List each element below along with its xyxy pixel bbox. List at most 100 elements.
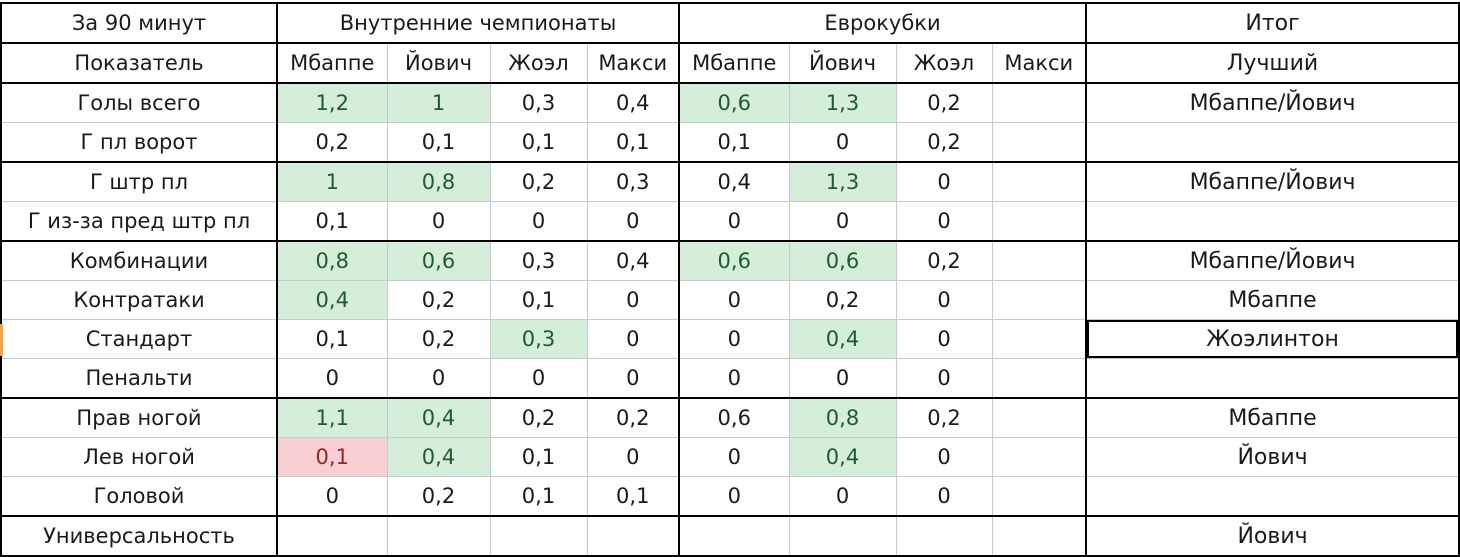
euro-value-cell[interactable]: 0 <box>788 122 897 163</box>
domestic-value-cell[interactable]: 0 <box>586 358 680 399</box>
domestic-value-cell[interactable]: 0 <box>276 358 388 399</box>
domestic-value-cell[interactable]: 0 <box>586 280 680 320</box>
euro-value-cell[interactable] <box>788 515 897 557</box>
domestic-value-cell[interactable]: 0,3 <box>489 319 588 359</box>
header-euro-player[interactable]: Макси <box>991 42 1088 84</box>
metric-label[interactable]: Универсальность <box>0 515 278 557</box>
euro-value-cell[interactable]: 1,3 <box>788 161 897 202</box>
euro-value-cell[interactable]: 0,4 <box>788 319 897 359</box>
best-player-cell[interactable]: Мбаппе/Йович <box>1085 161 1460 202</box>
euro-value-cell[interactable] <box>991 437 1088 477</box>
metric-label[interactable]: Прав ногой <box>0 397 278 438</box>
domestic-value-cell[interactable]: 0,2 <box>386 280 491 320</box>
euro-value-cell[interactable] <box>991 122 1088 163</box>
euro-value-cell[interactable]: 0,4 <box>788 437 897 477</box>
domestic-value-cell[interactable]: 0,1 <box>489 280 588 320</box>
euro-value-cell[interactable]: 1,3 <box>788 82 897 123</box>
header-best[interactable]: Лучший <box>1085 42 1460 84</box>
domestic-value-cell[interactable]: 0,4 <box>276 280 388 320</box>
domestic-value-cell[interactable]: 0,1 <box>276 201 388 242</box>
header-euro-player[interactable]: Йович <box>788 42 897 84</box>
best-player-cell[interactable]: Йович <box>1085 515 1460 557</box>
domestic-value-cell[interactable]: 0,1 <box>489 122 588 163</box>
best-player-cell[interactable] <box>1085 122 1460 163</box>
euro-value-cell[interactable]: 0 <box>895 437 993 477</box>
domestic-value-cell[interactable]: 0,1 <box>276 319 388 359</box>
domestic-value-cell[interactable]: 0,4 <box>386 397 491 438</box>
metric-label[interactable]: Пенальти <box>0 358 278 399</box>
best-player-cell[interactable]: Мбаппе/Йович <box>1085 240 1460 281</box>
domestic-value-cell[interactable]: 0 <box>276 476 388 517</box>
domestic-value-cell[interactable]: 1,2 <box>276 82 388 123</box>
euro-value-cell[interactable]: 0,1 <box>678 122 790 163</box>
euro-value-cell[interactable]: 0 <box>895 358 993 399</box>
domestic-value-cell[interactable]: 0,2 <box>489 397 588 438</box>
metric-label[interactable]: Г штр пл <box>0 161 278 202</box>
header-dom-player[interactable]: Макси <box>586 42 680 84</box>
domestic-value-cell[interactable]: 0,3 <box>489 82 588 123</box>
domestic-value-cell[interactable]: 0,2 <box>489 161 588 202</box>
euro-value-cell[interactable]: 0 <box>678 437 790 477</box>
euro-value-cell[interactable]: 0,6 <box>678 397 790 438</box>
domestic-value-cell[interactable]: 1 <box>386 82 491 123</box>
header-per90[interactable]: За 90 минут <box>0 2 278 44</box>
euro-value-cell[interactable] <box>991 161 1088 202</box>
header-dom-player[interactable]: Жоэл <box>489 42 588 84</box>
best-player-cell[interactable] <box>1085 358 1460 399</box>
domestic-value-cell[interactable]: 0,1 <box>489 437 588 477</box>
euro-value-cell[interactable]: 0 <box>895 476 993 517</box>
domestic-value-cell[interactable]: 0 <box>489 358 588 399</box>
domestic-value-cell[interactable]: 0,3 <box>586 161 680 202</box>
best-player-cell[interactable] <box>1085 476 1460 517</box>
euro-value-cell[interactable]: 0 <box>788 358 897 399</box>
header-result[interactable]: Итог <box>1085 2 1460 44</box>
metric-label[interactable]: Комбинации <box>0 240 278 281</box>
domestic-value-cell[interactable]: 0,4 <box>386 437 491 477</box>
domestic-value-cell[interactable]: 1 <box>276 161 388 202</box>
euro-value-cell[interactable]: 0,8 <box>788 397 897 438</box>
domestic-value-cell[interactable]: 0,1 <box>586 476 680 517</box>
domestic-value-cell[interactable] <box>386 515 491 557</box>
best-player-cell[interactable]: Мбаппе <box>1085 397 1460 438</box>
domestic-value-cell[interactable]: 0,4 <box>586 82 680 123</box>
euro-value-cell[interactable] <box>991 280 1088 320</box>
header-metric[interactable]: Показатель <box>0 42 278 84</box>
best-player-cell[interactable]: Мбаппе <box>1085 280 1460 320</box>
domestic-value-cell[interactable]: 0 <box>489 201 588 242</box>
domestic-value-cell[interactable]: 0 <box>586 319 680 359</box>
euro-value-cell[interactable]: 0 <box>678 201 790 242</box>
euro-value-cell[interactable]: 0 <box>895 319 993 359</box>
metric-label[interactable]: Г из-за пред штр пл <box>0 201 278 242</box>
domestic-value-cell[interactable]: 0,8 <box>386 161 491 202</box>
metric-label[interactable]: Г пл ворот <box>0 122 278 163</box>
domestic-value-cell[interactable] <box>489 515 588 557</box>
domestic-value-cell[interactable]: 0 <box>386 358 491 399</box>
domestic-value-cell[interactable]: 0 <box>586 201 680 242</box>
euro-value-cell[interactable] <box>991 358 1088 399</box>
header-dom-player[interactable]: Мбаппе <box>276 42 388 84</box>
domestic-value-cell[interactable] <box>276 515 388 557</box>
domestic-value-cell[interactable]: 0 <box>386 201 491 242</box>
domestic-value-cell[interactable]: 0,2 <box>586 397 680 438</box>
euro-value-cell[interactable] <box>991 319 1088 359</box>
metric-label[interactable]: Контратаки <box>0 280 278 320</box>
euro-value-cell[interactable] <box>991 476 1088 517</box>
domestic-value-cell[interactable]: 1,1 <box>276 397 388 438</box>
domestic-value-cell[interactable]: 0 <box>586 437 680 477</box>
domestic-value-cell[interactable]: 0,8 <box>276 240 388 281</box>
header-domestic[interactable]: Внутренние чемпионаты <box>276 2 680 44</box>
domestic-value-cell[interactable]: 0,3 <box>489 240 588 281</box>
domestic-value-cell[interactable]: 0,2 <box>276 122 388 163</box>
euro-value-cell[interactable]: 0,2 <box>895 82 993 123</box>
euro-value-cell[interactable]: 0,6 <box>678 82 790 123</box>
euro-value-cell[interactable] <box>991 515 1088 557</box>
best-player-cell[interactable] <box>1085 201 1460 242</box>
domestic-value-cell[interactable]: 0,2 <box>386 476 491 517</box>
metric-label[interactable]: Лев ногой <box>0 437 278 477</box>
header-euro-player[interactable]: Жоэл <box>895 42 993 84</box>
euro-value-cell[interactable]: 0 <box>788 476 897 517</box>
best-player-cell[interactable]: Жоэлинтон <box>1085 319 1460 359</box>
domestic-value-cell[interactable]: 0,6 <box>386 240 491 281</box>
euro-value-cell[interactable]: 0 <box>678 280 790 320</box>
euro-value-cell[interactable] <box>895 515 993 557</box>
